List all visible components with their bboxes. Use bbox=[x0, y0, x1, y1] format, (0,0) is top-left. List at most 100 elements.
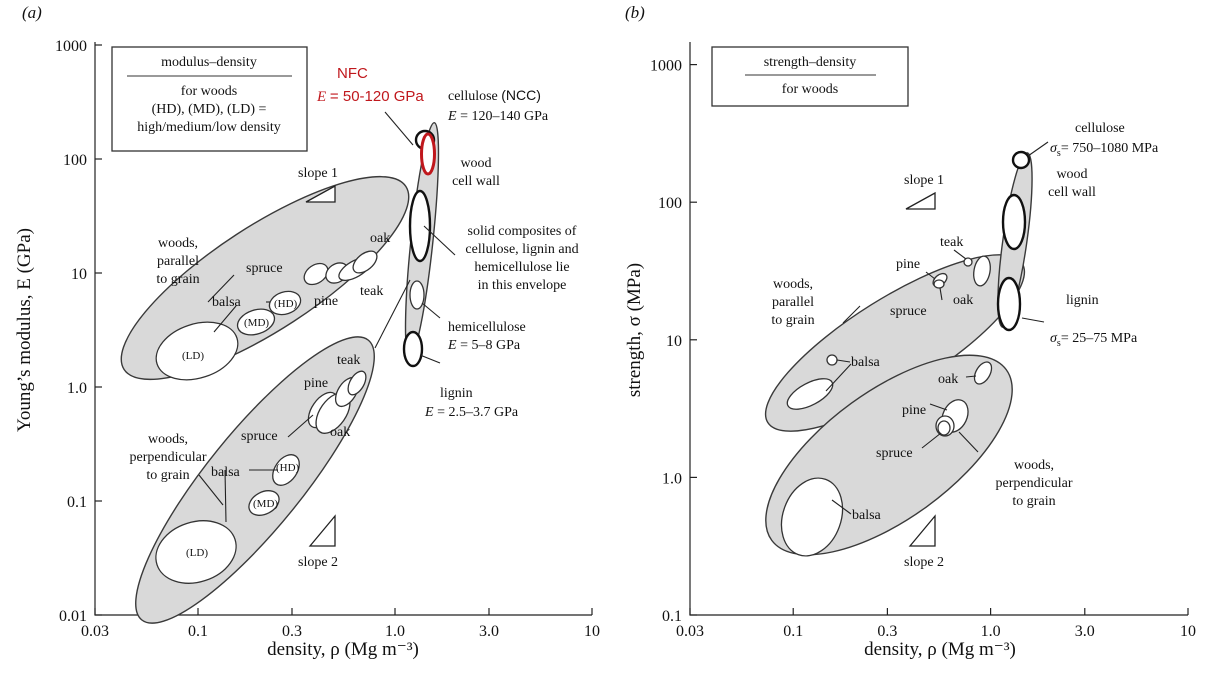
x-tick-label: 0.3 bbox=[877, 623, 897, 640]
nfc-modulus-label: E = 50-120 GPa bbox=[316, 88, 424, 105]
slope-1-triangle-b bbox=[905, 191, 936, 210]
x-tick-label: 10 bbox=[1180, 623, 1196, 640]
panel-a-legend-line-2: (HD), (MD), (LD) = bbox=[152, 102, 267, 117]
cell-wall-label-a: cell wall bbox=[452, 174, 500, 189]
teak-perpendicular bbox=[347, 370, 367, 396]
cellulose-sigma-sub: s bbox=[1057, 148, 1061, 159]
spruce-perp-leader-b bbox=[921, 432, 942, 449]
balsa-hd-perpendicular bbox=[272, 454, 300, 486]
balsa-hd-parallel bbox=[268, 290, 302, 316]
panel-a-legend-line-3: high/medium/low density bbox=[137, 120, 281, 135]
woods-parallel-line-2-b: parallel bbox=[772, 295, 814, 310]
y-tick-label: 0.1 bbox=[662, 608, 682, 625]
oak-perp-label-a: oak bbox=[330, 425, 350, 440]
panel-a-legend-title: modulus–density bbox=[161, 55, 257, 70]
panel-a-y-ticks: 0.01 0.1 1.0 10 100 1000 bbox=[55, 38, 102, 625]
envelope-arrow bbox=[374, 279, 411, 349]
lignin-strength-label: σs= 25–75 MPa bbox=[1050, 331, 1138, 349]
lignin-ellipse-b bbox=[996, 276, 1022, 332]
hd-label-perpendicular: (HD) bbox=[276, 462, 300, 474]
panel-a-x-ticks: 0.03 0.1 0.3 1.0 3.0 10 bbox=[81, 608, 600, 640]
oak-perp-label-b: oak bbox=[938, 372, 958, 387]
woods-perpendicular-line-3-b: to grain bbox=[1012, 494, 1055, 509]
cellulose-leader-b bbox=[1027, 141, 1049, 157]
oak-perp-b bbox=[973, 361, 993, 385]
balsa-perp-label-a: balsa bbox=[211, 465, 241, 480]
lignin-modulus-value: = 2.5–3.7 GPa bbox=[437, 405, 519, 420]
panel-b-y-ticks: 0.1 1.0 10 100 1000 bbox=[650, 58, 697, 625]
hd-label-parallel: (HD) bbox=[274, 298, 298, 310]
panel-a-legend-line-1: for woods bbox=[181, 84, 237, 99]
spruce-perp-label-b: spruce bbox=[876, 446, 913, 461]
solid-composites-line-1: solid composites of bbox=[468, 224, 577, 239]
balsa-perp-leader-b bbox=[831, 499, 852, 515]
panel-b-x-axis-title: density, ρ (Mg m⁻³) bbox=[864, 639, 1016, 660]
woods-parallel-line-1-a: woods, bbox=[158, 236, 198, 251]
panel-b-x-ticks: 0.03 0.1 0.3 1.0 3.0 10 bbox=[676, 608, 1196, 640]
pine-perp-leader-b bbox=[929, 403, 948, 411]
x-tick-label: 10 bbox=[584, 623, 600, 640]
cellulose-sigma-symbol: σ bbox=[1050, 141, 1058, 156]
nfc-ellipse bbox=[420, 132, 436, 176]
ncc-label: (NCC) bbox=[501, 87, 541, 103]
panel-a: (a) 0.01 0.1 1.0 10 100 1000 0.03 0.1 0.3 1.0 3.0… bbox=[14, 3, 600, 660]
solid-composites-line-4: in this envelope bbox=[478, 278, 567, 293]
woods-parallel-line-3-a: to grain bbox=[156, 272, 199, 287]
y-tick-label: 1000 bbox=[55, 38, 87, 55]
ld-label-parallel: (LD) bbox=[182, 350, 204, 362]
hemicellulose-label: hemicellulose bbox=[448, 320, 526, 335]
cell-wall-label-b: cell wall bbox=[1048, 185, 1096, 200]
lignin-sigma-sub: s bbox=[1057, 338, 1061, 349]
lignin-sigma-symbol: σ bbox=[1050, 331, 1058, 346]
balsa-parallel-b bbox=[786, 378, 834, 410]
cellulose-e-symbol: E bbox=[447, 109, 457, 124]
hemicellulose-modulus-label: E = 5–8 GPa bbox=[447, 338, 521, 353]
md-label-perpendicular: (MD) bbox=[253, 498, 278, 510]
balsa-label-b: balsa bbox=[851, 355, 881, 370]
pine-perp-label-b: pine bbox=[902, 403, 926, 418]
slope-2-triangle-b bbox=[908, 514, 936, 547]
balsa-ld-leader bbox=[213, 305, 237, 333]
cellulose-modulus-label: E = 120–140 GPa bbox=[447, 109, 549, 124]
nfc-modulus-value: = 50-120 GPa bbox=[330, 88, 424, 105]
pine-leader-b bbox=[925, 271, 936, 280]
x-tick-label: 0.1 bbox=[188, 623, 208, 640]
y-tick-label: 10 bbox=[666, 333, 682, 350]
y-tick-label: 1.0 bbox=[67, 380, 87, 397]
panel-b-legend-title: strength–density bbox=[764, 55, 857, 70]
x-tick-label: 0.03 bbox=[81, 623, 109, 640]
lignin-leader-b bbox=[1021, 317, 1045, 323]
lignin-leader bbox=[419, 354, 441, 364]
oak-parallel-b bbox=[973, 255, 991, 287]
lignin-e-symbol: E bbox=[424, 405, 434, 420]
x-tick-label: 3.0 bbox=[479, 623, 499, 640]
ld-label-perpendicular: (LD) bbox=[186, 547, 208, 559]
pine-perp-label-a: pine bbox=[304, 376, 328, 391]
balsa-md-perpendicular bbox=[248, 490, 280, 516]
teak-label-a: teak bbox=[360, 284, 383, 299]
woods-perpendicular-line-2-b: perpendicular bbox=[996, 476, 1073, 491]
oak-label-a: oak bbox=[370, 231, 390, 246]
x-tick-label: 3.0 bbox=[1075, 623, 1095, 640]
spruce-parallel-b bbox=[933, 279, 945, 289]
balsa-ld-leader-b bbox=[825, 363, 852, 392]
hemicellulose-leader bbox=[421, 302, 441, 319]
cellulose-modulus-value: = 120–140 GPa bbox=[460, 109, 549, 124]
x-tick-label: 0.1 bbox=[783, 623, 803, 640]
hemicellulose-ellipse bbox=[409, 280, 425, 310]
teak-leader-b bbox=[953, 249, 967, 260]
slope-2-label-a: slope 2 bbox=[298, 555, 338, 570]
solid-composites-line-2: cellulose, lignin and bbox=[465, 242, 578, 257]
woods-parallel-envelope bbox=[120, 175, 410, 381]
balsa-ld-parallel bbox=[155, 321, 239, 381]
x-tick-label: 1.0 bbox=[385, 623, 405, 640]
y-tick-label: 100 bbox=[63, 152, 87, 169]
woods-parallel-line-1-b: woods, bbox=[773, 277, 813, 292]
woods-perpendicular-line-1-b: woods, bbox=[1014, 458, 1054, 473]
hemicellulose-modulus-value: = 5–8 GPa bbox=[460, 338, 521, 353]
spruce-parallel bbox=[303, 262, 329, 286]
nfc-label: NFC bbox=[337, 65, 368, 82]
lignin-modulus-label: E = 2.5–3.7 GPa bbox=[424, 405, 519, 420]
